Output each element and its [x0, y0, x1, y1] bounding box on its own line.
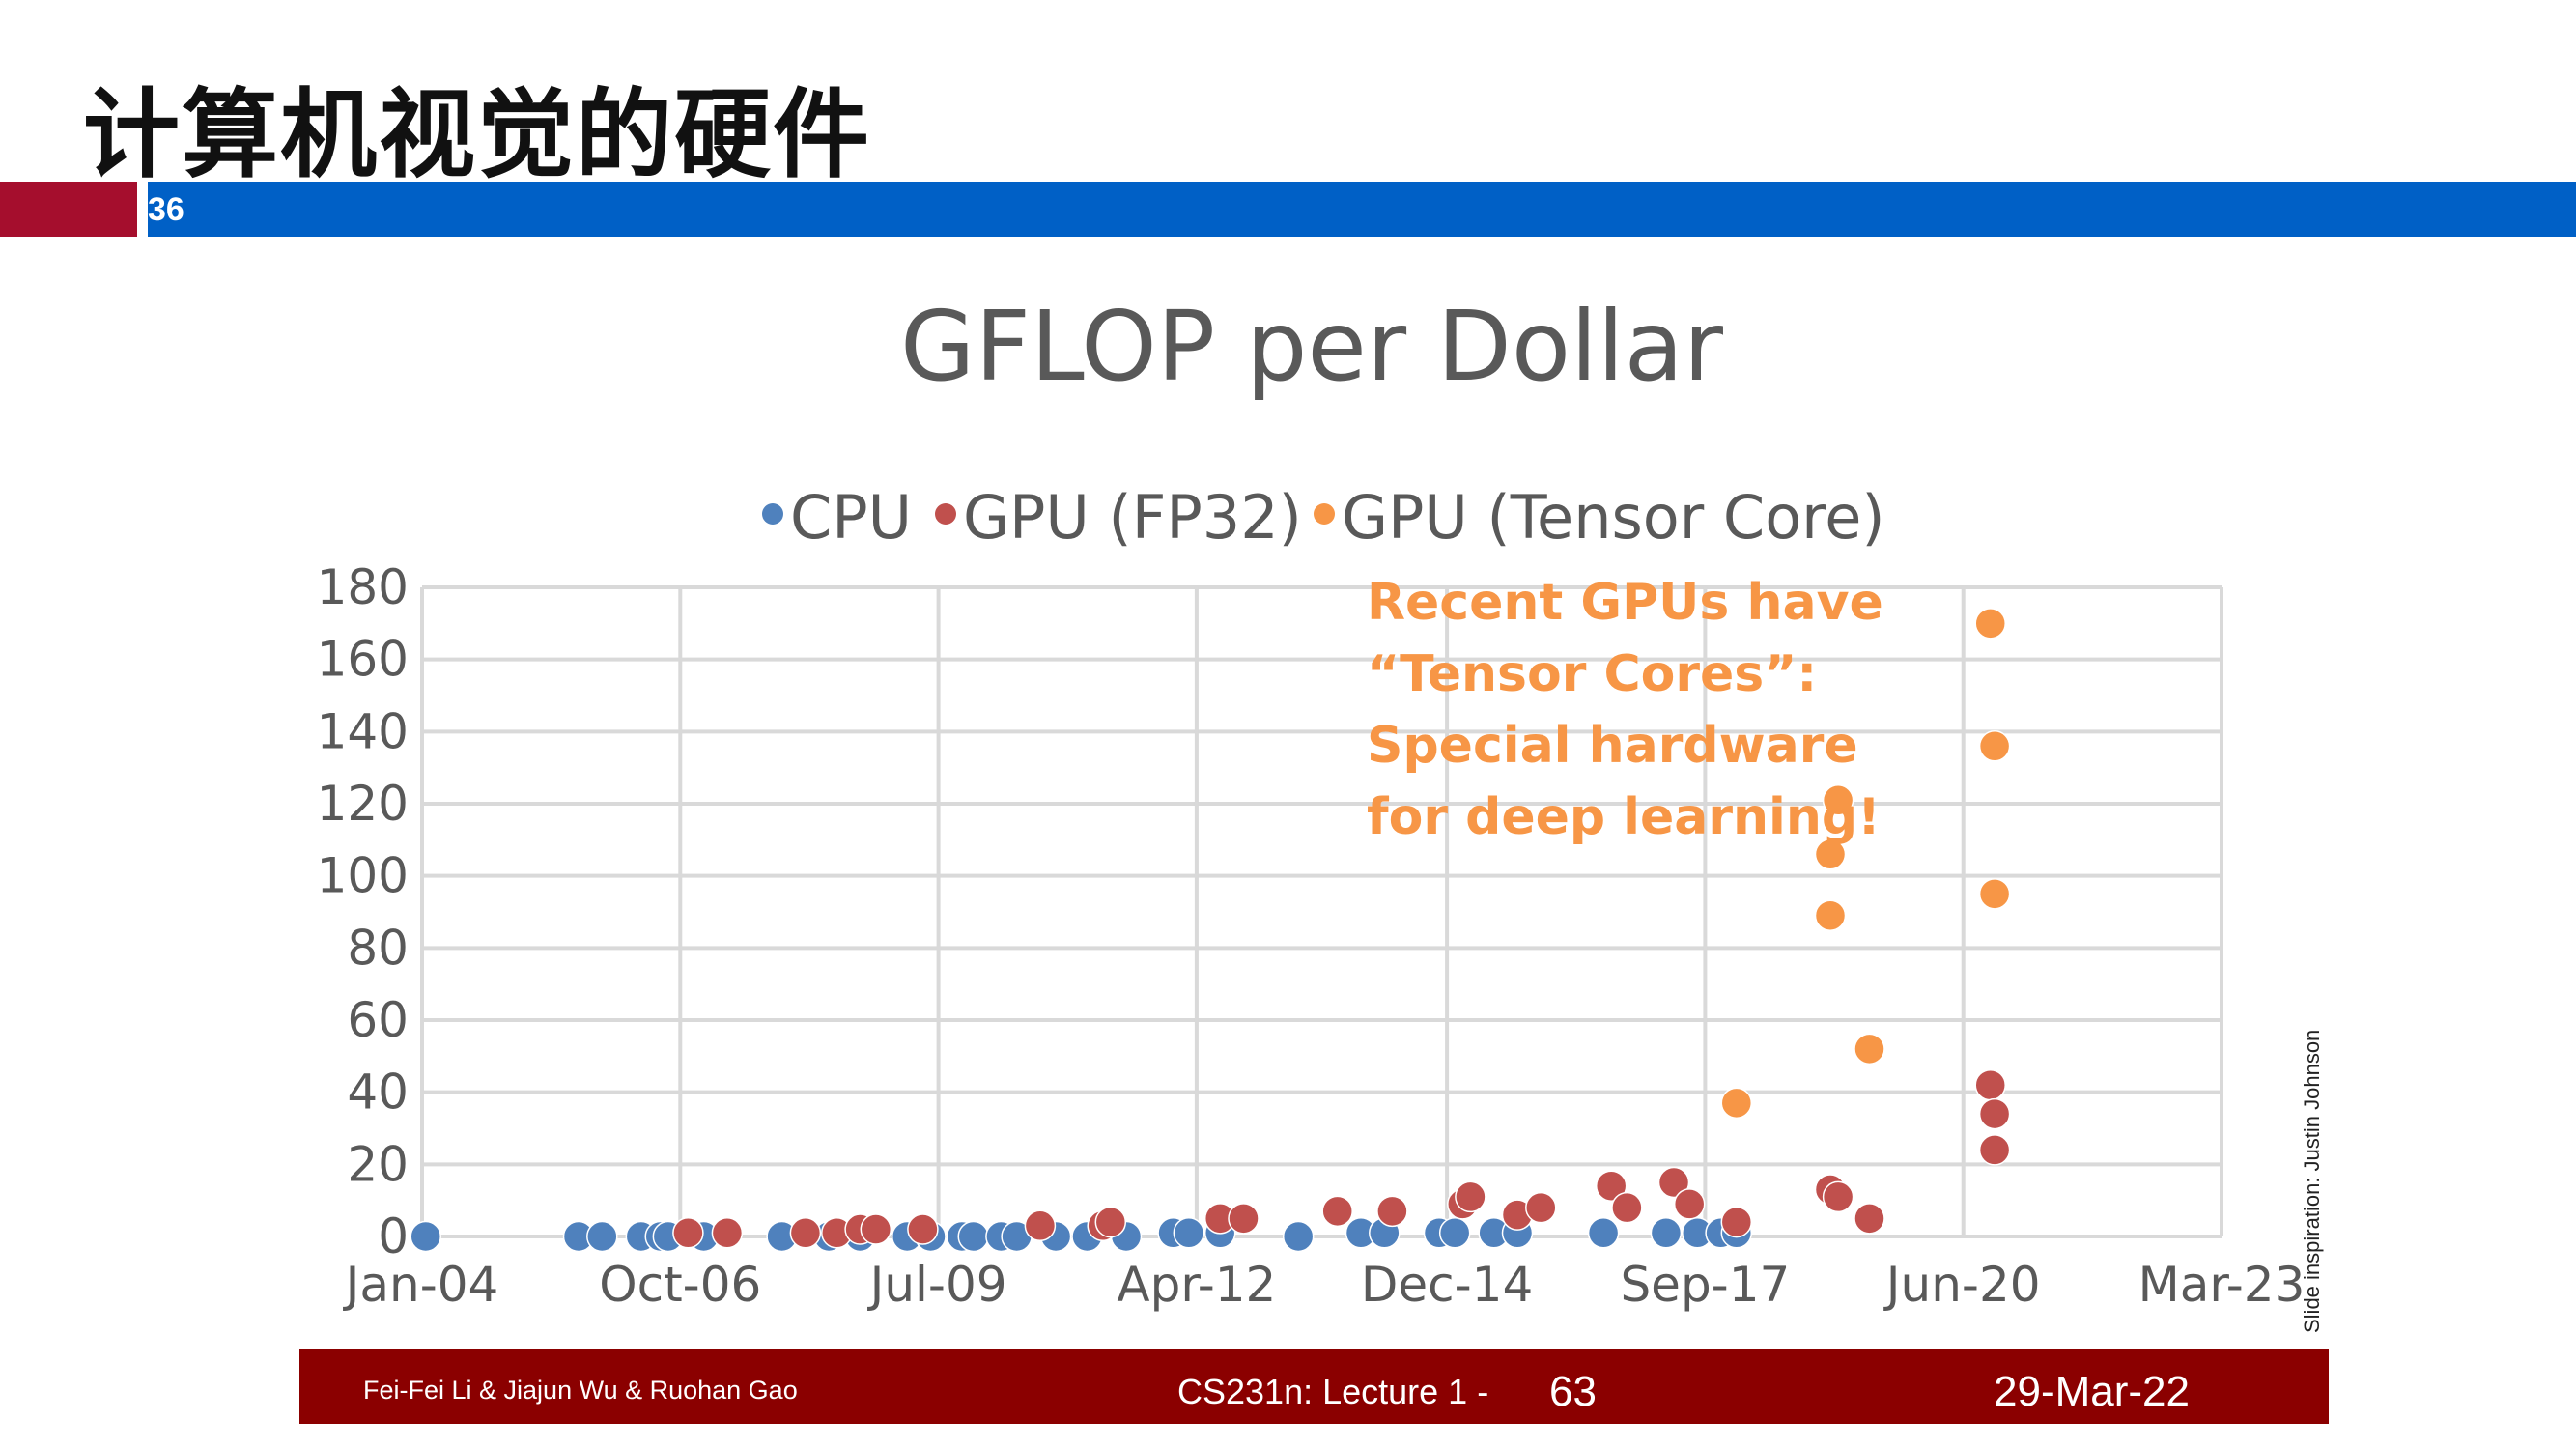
data-point: [1587, 1217, 1620, 1249]
data-point: [1978, 730, 2011, 762]
y-tick-label: 60: [347, 992, 409, 1048]
data-point: [1650, 1217, 1683, 1249]
footer-bar: Fei-Fei Li & Jiajun Wu & Ruohan Gao CS23…: [299, 1349, 2329, 1424]
legend-label: GPU (Tensor Core): [1342, 482, 1885, 553]
legend-label: GPU (FP32): [963, 482, 1302, 553]
data-point: [1720, 1206, 1753, 1238]
data-points: [410, 608, 2011, 1253]
footer-course: CS231n: Lecture 1 -: [1177, 1372, 1489, 1411]
data-point: [1822, 784, 1854, 816]
x-tick-label: Mar-23: [2138, 1257, 2306, 1313]
legend: CPU GPU (FP32) GPU (Tensor Core): [762, 482, 1885, 553]
data-point: [1024, 1209, 1057, 1242]
gflop-per-dollar-chart: GFLOP per Dollar CPU GPU (FP32) GPU (Tenso…: [317, 290, 2306, 1313]
slide-number: 36: [148, 191, 184, 228]
annotation-line: “Tensor Cores”:: [1367, 645, 1817, 703]
data-point: [1455, 1180, 1486, 1213]
data-point: [1173, 1217, 1205, 1249]
legend-marker: [762, 503, 783, 525]
data-point: [1974, 608, 2006, 639]
data-point: [1376, 1195, 1408, 1228]
x-tick-label: Dec-14: [1361, 1257, 1533, 1313]
data-point: [672, 1217, 704, 1249]
data-point: [860, 1213, 892, 1245]
x-axis-ticks: Jan-04 Oct-06 Jul-09 Apr-12 Dec-14 Sep-17 Jun-…: [343, 1257, 2306, 1313]
x-tick-label: Jan-04: [343, 1257, 499, 1313]
data-point: [1814, 899, 1847, 931]
legend-label: CPU: [790, 482, 912, 553]
data-point: [957, 1220, 989, 1253]
data-point: [1974, 1068, 2006, 1101]
chart-title: GFLOP per Dollar: [900, 290, 1724, 403]
x-tick-label: Jun-20: [1883, 1257, 2041, 1313]
data-point: [1822, 1180, 1854, 1213]
slide-credit: Slide inspiration: Justin Johnson: [2300, 1029, 2324, 1333]
y-tick-label: 180: [317, 559, 409, 615]
y-tick-label: 80: [347, 920, 409, 976]
legend-marker: [935, 503, 956, 525]
data-point: [1321, 1195, 1353, 1228]
data-point: [1595, 1170, 1628, 1202]
slide-title: 计算机视觉的硬件: [83, 78, 871, 191]
data-point: [1438, 1217, 1471, 1249]
annotation-line: Special hardware: [1367, 717, 1858, 775]
annotation-line: Recent GPUs have: [1367, 574, 1883, 632]
y-tick-label: 20: [347, 1136, 409, 1192]
data-point: [1657, 1166, 1690, 1199]
data-point: [1978, 1134, 2011, 1166]
y-axis-ticks: 0 20 40 60 80 100 120 140 160 180: [317, 559, 409, 1264]
data-point: [1854, 1203, 1885, 1235]
legend-marker: [1314, 503, 1335, 525]
data-point: [1720, 1087, 1753, 1120]
data-point: [1978, 1097, 2011, 1130]
y-tick-label: 140: [317, 703, 409, 759]
y-tick-label: 40: [347, 1065, 409, 1121]
tensor-core-annotation: Recent GPUs have “Tensor Cores”: Special h…: [1367, 574, 1883, 846]
data-point: [1611, 1191, 1643, 1224]
data-point: [586, 1220, 618, 1253]
x-tick-label: Oct-06: [599, 1257, 761, 1313]
data-point: [1814, 838, 1847, 870]
data-point: [1094, 1206, 1127, 1238]
y-tick-label: 100: [317, 848, 409, 904]
y-tick-label: 120: [317, 776, 409, 832]
x-tick-label: Apr-12: [1117, 1257, 1276, 1313]
x-tick-label: Sep-17: [1620, 1257, 1790, 1313]
data-point: [907, 1213, 939, 1245]
footer-page-number: 63: [1549, 1368, 1597, 1415]
gridlines: [420, 585, 2223, 1238]
data-point: [1854, 1033, 1885, 1065]
data-point: [1228, 1203, 1260, 1235]
footer-date: 29-Mar-22: [1994, 1368, 2190, 1415]
title-bar-blue: [148, 182, 2576, 237]
y-tick-label: 160: [317, 632, 409, 688]
data-point: [1978, 878, 2011, 910]
data-point: [1525, 1191, 1557, 1224]
footer-authors: Fei-Fei Li & Jiajun Wu & Ruohan Gao: [363, 1376, 798, 1405]
data-point: [711, 1217, 744, 1249]
y-tick-label: 0: [378, 1208, 409, 1264]
data-point: [410, 1220, 441, 1253]
data-point: [789, 1217, 822, 1249]
annotation-line: for deep learning!: [1367, 788, 1881, 846]
data-point: [1282, 1220, 1315, 1253]
title-bar-red: [0, 182, 137, 237]
data-point: [1673, 1188, 1706, 1220]
x-tick-label: Jul-09: [867, 1257, 1007, 1313]
